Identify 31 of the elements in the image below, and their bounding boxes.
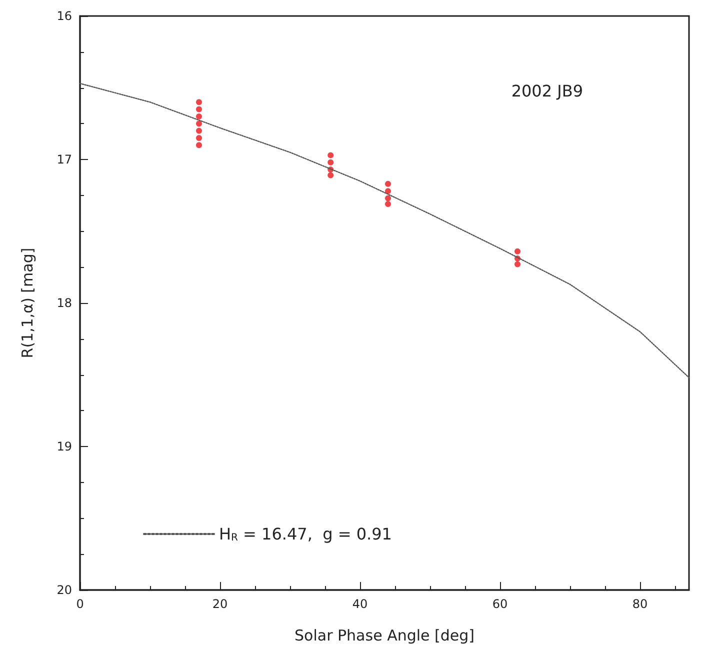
x-tick-label: 40: [352, 597, 368, 611]
x-tick-label: 60: [492, 597, 508, 611]
y-tick-label: 18: [56, 296, 72, 310]
point: [328, 172, 334, 178]
point: [514, 248, 520, 254]
x-tick-label: 0: [76, 597, 84, 611]
point: [385, 180, 391, 187]
legend-label: HR = 16.47, g = 0.91: [219, 524, 392, 544]
point: [196, 113, 202, 120]
point: [196, 128, 202, 134]
point: [385, 195, 391, 202]
point: [196, 120, 202, 127]
point: [328, 159, 334, 166]
x-tick-label: 20: [212, 597, 228, 611]
point: [196, 142, 202, 148]
point: [385, 200, 391, 207]
point: [328, 152, 334, 158]
point: [196, 99, 202, 106]
point: [514, 261, 520, 268]
point: [196, 106, 202, 112]
annotation: 2002 JB9: [511, 82, 584, 100]
y-tick-label: 19: [56, 440, 72, 454]
point: [196, 134, 202, 141]
line-series: [79, 82, 690, 378]
y-tick-label: 16: [56, 9, 72, 23]
y-axis-title: R(1,1,α) [mag]: [18, 248, 36, 358]
point: [385, 188, 391, 194]
y-tick-label: 17: [56, 152, 72, 166]
x-axis-title: Solar Phase Angle [deg]: [294, 626, 474, 644]
y-tick-label: 20: [56, 583, 72, 597]
x-tick-label: 80: [632, 597, 648, 611]
